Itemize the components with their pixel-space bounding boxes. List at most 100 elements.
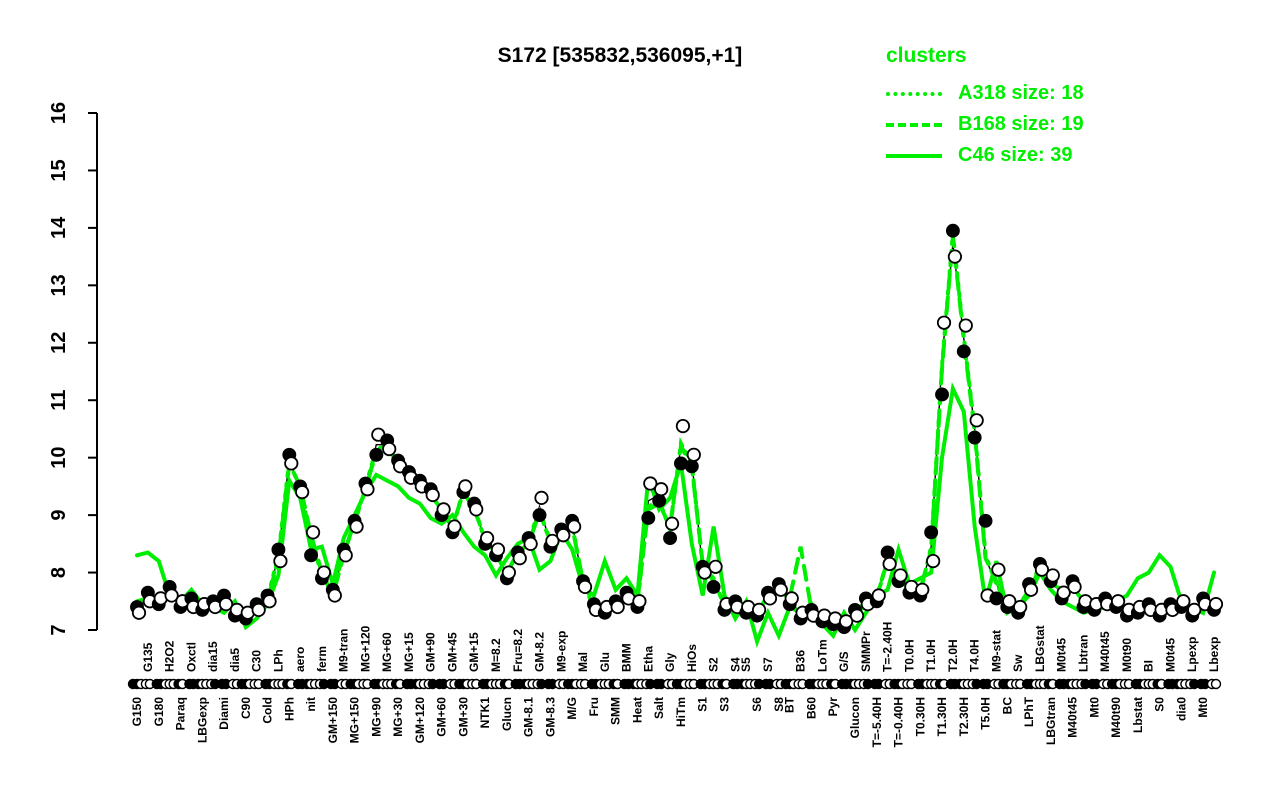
x-label-bottom: Heat [630,697,644,723]
x-label-top: Lpexp [1185,637,1199,672]
x-label-top: T4.0H [968,639,982,672]
open-point [893,568,908,583]
y-tick-label: 16 [48,102,70,124]
dashed-line-sample-icon [886,122,942,127]
x-label-bottom: M40t45 [1066,697,1080,738]
x-label-bottom: S8 [772,697,786,712]
x-label-bottom: GM-8.1 [522,697,536,737]
x-label-top: Glu [598,652,612,672]
open-point [1208,597,1224,612]
x-label-top: T1.0H [924,639,938,672]
open-point [556,528,571,543]
open-point [675,418,691,434]
x-label-top: Oxctl [184,642,198,672]
legend-item-B168: B168 size: 19 [886,109,1084,140]
open-point [1023,582,1039,597]
x-label-bottom: HiTm [674,697,688,727]
open-point [382,441,397,457]
filled-point [989,591,1004,606]
open-point [251,602,266,617]
x-label-bottom: dia0 [1174,697,1188,721]
open-point [947,249,963,264]
open-point [1110,594,1126,609]
open-point [936,315,952,330]
chart-title: S172 [535832,536095,+1] [497,44,743,67]
x-label-top: Mal [576,652,590,672]
y-axis: 7 8 9 10 11 12 13 14 15 16 [48,102,98,636]
open-point [458,479,473,494]
x-label-bottom: T0.30H [913,697,927,736]
open-point [545,533,560,549]
x-label-bottom: Salt [652,697,666,719]
x-label-bottom: S3 [717,697,731,712]
open-point [490,542,506,557]
open-point [664,516,680,531]
open-point [1002,594,1017,609]
filled-point [706,579,721,594]
open-point [349,519,364,534]
x-label-bottom: GM+120 [413,697,427,744]
x-label-top: S7 [761,657,775,672]
open-point [958,318,973,333]
x-label-top: BMM [620,643,634,672]
y-tick-label: 14 [48,216,70,239]
x-label-top: T2.0H [946,639,960,672]
open-point [480,530,495,546]
open-point [501,565,516,580]
filled-point [956,344,971,359]
y-tick-label: 10 [48,447,70,469]
legend-item-C46: C46 size: 39 [886,140,1084,171]
x-label-top: aero [293,647,307,672]
x-label-top: M0t45 [1163,638,1177,672]
open-point [436,502,451,517]
x-label-top: dia5 [228,648,242,672]
x-label-top: MG+15 [402,632,416,672]
open-point [327,588,342,603]
legend-item-label: A318 size: 18 [958,82,1084,104]
filled-point [271,542,286,557]
x-label-top: M9-tran [337,629,351,672]
open-point [262,594,277,609]
open-point [567,519,582,534]
x-label-bottom: M40t90 [1109,697,1123,738]
y-tick-label: 15 [48,159,70,181]
filled-point [532,508,547,523]
x-label-bottom: C90 [239,697,253,719]
filled-point [880,545,895,560]
x-label-top: M9-stat [989,630,1003,672]
open-point [751,602,767,617]
open-point [969,413,984,428]
x-label-bottom: HPh [282,697,296,721]
x-label-bottom: nit [304,697,318,712]
x-label-bottom: G150 [130,697,144,727]
open-point [295,485,310,500]
open-point [577,579,593,595]
open-point [926,553,941,569]
x-label-bottom: S6 [750,697,764,712]
x-label-bottom: LBGexp [195,697,209,743]
x-label-bottom: MG+150 [348,697,362,744]
x-label-top: SMMPr [859,631,873,672]
cluster-line-dotted [135,233,1216,627]
filled-point [652,493,667,508]
filled-point [978,513,993,528]
x-label-top: GM+15 [467,632,481,672]
x-label-top: dia15 [206,641,220,672]
x-label-bottom: SMM [609,697,623,725]
open-point [534,490,549,505]
open-point [447,519,462,534]
filled-point [369,447,384,462]
x-label-bottom: T2.30H [957,697,971,736]
x-label-top: Lbtran [1076,635,1090,672]
x-label-top: ferm [315,646,329,672]
x-label-bottom: LBGtran [1044,697,1058,745]
x-label-bottom: M/G [565,697,579,720]
x-label-top: S4 [728,657,742,672]
x-label-top: BI [1142,660,1156,672]
data-points [130,223,1224,635]
x-label-bottom: Diami [217,697,231,730]
open-point [784,591,799,606]
x-label-bottom: GM+30 [456,697,470,737]
x-label-top: M0t45 [1055,638,1069,672]
legend-item-A318: A318 size: 18 [886,78,1084,109]
